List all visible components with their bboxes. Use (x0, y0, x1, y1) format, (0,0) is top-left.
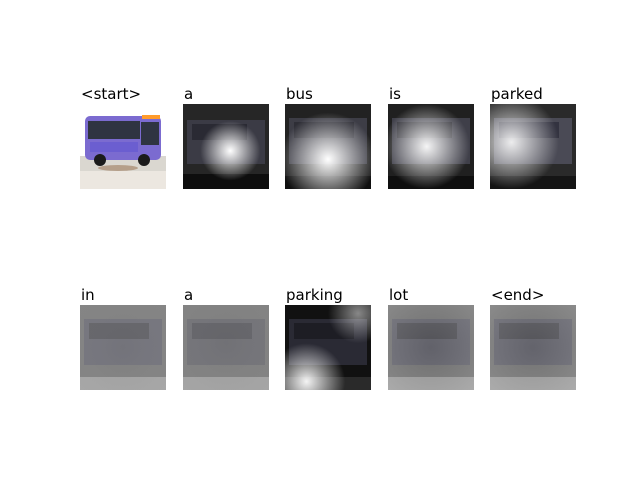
word-label: a (184, 85, 194, 103)
cell-parked: parked (490, 85, 576, 190)
word-label: parking (286, 286, 343, 304)
cell-a-2: a (183, 286, 269, 391)
attention-map (490, 305, 576, 390)
word-label: in (81, 286, 95, 304)
attention-map (285, 104, 371, 189)
original-bus-image (80, 104, 166, 189)
attention-map (183, 305, 269, 390)
attention-map (490, 104, 576, 189)
attention-heatmap (80, 305, 166, 390)
cell-parking: parking (285, 286, 371, 391)
word-label: is (389, 85, 401, 103)
word-label: a (184, 286, 194, 304)
word-label: <start> (81, 85, 142, 103)
word-label: <end> (491, 286, 545, 304)
word-label: lot (389, 286, 409, 304)
cell-is: is (388, 85, 474, 190)
cell-start: <start> (80, 85, 166, 190)
attention-map (388, 305, 474, 390)
attention-heatmap (490, 305, 576, 390)
cell-a-1: a (183, 85, 269, 190)
attention-heatmap (183, 104, 269, 189)
attention-heatmap (388, 305, 474, 390)
attention-heatmap (388, 104, 474, 189)
cell-lot: lot (388, 286, 474, 391)
attention-heatmap (183, 305, 269, 390)
attention-map (80, 305, 166, 390)
bus-photo (80, 104, 166, 189)
attention-heatmap (285, 104, 371, 189)
word-label: bus (286, 85, 313, 103)
attention-map (183, 104, 269, 189)
attention-heatmap (490, 104, 576, 189)
cell-in: in (80, 286, 166, 391)
word-label: parked (491, 85, 543, 103)
attention-map (285, 305, 371, 390)
cell-bus: bus (285, 85, 371, 190)
cell-end: <end> (490, 286, 576, 391)
attention-map (388, 104, 474, 189)
attention-heatmap (285, 305, 371, 390)
